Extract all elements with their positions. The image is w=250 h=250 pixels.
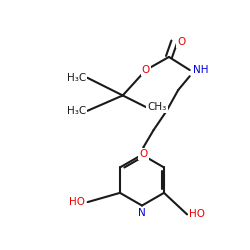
Text: CH₃: CH₃	[148, 102, 167, 112]
Text: O: O	[140, 148, 148, 158]
Text: HO: HO	[69, 197, 85, 207]
Text: HO: HO	[190, 210, 206, 220]
Text: NH: NH	[193, 65, 208, 75]
Text: O: O	[142, 65, 150, 75]
Text: H₃C: H₃C	[66, 106, 86, 116]
Text: H₃C: H₃C	[66, 73, 86, 83]
Text: O: O	[178, 36, 186, 46]
Text: N: N	[138, 208, 146, 218]
